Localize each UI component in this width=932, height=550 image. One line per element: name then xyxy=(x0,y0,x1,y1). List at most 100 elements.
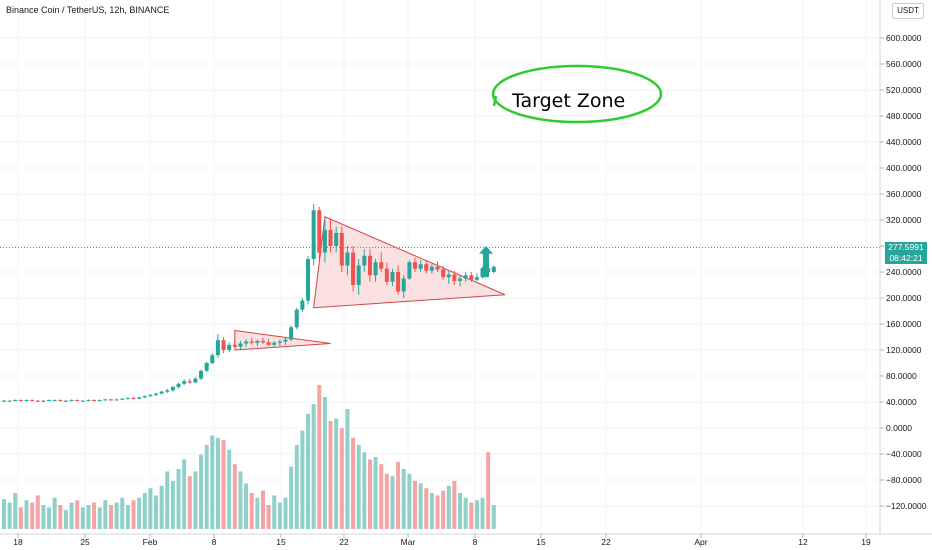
y-tick-label: 200.0000 xyxy=(886,293,922,303)
candle-body xyxy=(480,268,485,278)
candle-body xyxy=(80,400,85,402)
candle-body xyxy=(52,400,57,402)
candle-body xyxy=(41,400,46,402)
candle-body xyxy=(441,269,446,278)
volume-bar xyxy=(86,505,91,529)
volume-bar xyxy=(108,505,113,529)
volume-bar xyxy=(69,502,74,529)
candle-body xyxy=(334,233,339,246)
up-arrow-icon xyxy=(479,246,493,278)
volume-bar xyxy=(176,469,181,529)
volume-bar xyxy=(2,499,6,529)
volume-bar xyxy=(345,409,350,529)
y-tick-label: 560.0000 xyxy=(886,59,922,69)
y-tick-label: 360.0000 xyxy=(886,189,922,199)
x-tick-label: 25 xyxy=(80,537,90,547)
volume-bar xyxy=(148,488,153,529)
x-tick-label: 19 xyxy=(861,537,871,547)
volume-bar xyxy=(24,500,29,529)
volume-bar xyxy=(300,430,305,529)
currency-button[interactable]: USDT xyxy=(892,3,924,19)
candles xyxy=(2,203,496,402)
volume-bar xyxy=(238,471,243,529)
volume-bar xyxy=(424,488,429,529)
volume-bar xyxy=(311,404,316,529)
x-tick-label: Apr xyxy=(694,537,707,547)
target-zone-tail xyxy=(492,95,498,107)
candle-body xyxy=(463,275,468,279)
y-tick-label: 480.0000 xyxy=(886,111,922,121)
candle-body xyxy=(63,400,68,402)
candle-body xyxy=(165,390,170,392)
x-tick-label: Feb xyxy=(143,537,158,547)
volume-bar xyxy=(266,505,271,529)
candle-body xyxy=(328,229,333,246)
volume-bar xyxy=(491,505,496,529)
y-axis-panel xyxy=(880,0,932,550)
candle-body xyxy=(159,391,164,394)
candle-body xyxy=(13,400,18,402)
candle-body xyxy=(108,399,113,401)
volume-bar xyxy=(187,476,192,529)
candle-body xyxy=(272,342,277,345)
x-tick-label: 15 xyxy=(276,537,286,547)
candle-body xyxy=(92,400,97,402)
volume-bar xyxy=(30,502,35,529)
volume-bar xyxy=(452,481,457,529)
x-tick-label: 22 xyxy=(601,537,611,547)
candle-body xyxy=(311,210,316,259)
candle-body xyxy=(7,400,12,402)
candle-body xyxy=(114,399,119,401)
candle-body xyxy=(469,275,474,280)
y-tick-label: 520.0000 xyxy=(886,85,922,95)
candle-body xyxy=(69,400,74,402)
candle-body xyxy=(277,341,282,343)
volume-bar xyxy=(367,459,372,529)
volume-bar xyxy=(283,497,288,529)
volume-bar xyxy=(244,483,249,529)
volume-bar xyxy=(418,483,423,529)
x-tick-label: 15 xyxy=(536,537,546,547)
volume-bar xyxy=(125,505,130,529)
volume-bar xyxy=(75,500,80,529)
candle-body xyxy=(75,400,80,402)
volume-bar xyxy=(334,418,339,529)
candle-body xyxy=(322,229,327,253)
volume-bar xyxy=(193,471,198,529)
candle-body xyxy=(379,262,384,269)
candle-body xyxy=(345,252,350,266)
candle-body xyxy=(210,355,215,363)
candle-body xyxy=(148,394,153,397)
volume-bar xyxy=(52,497,57,529)
volume-bar xyxy=(221,440,226,529)
candle-body xyxy=(283,339,288,342)
volume-bar xyxy=(486,452,491,529)
volume-bar xyxy=(306,413,311,529)
volume-bar xyxy=(58,505,63,529)
volume-bar xyxy=(356,445,361,529)
volume-bars xyxy=(2,385,496,529)
volume-bar xyxy=(249,493,254,529)
small-triangle-pattern xyxy=(234,329,331,351)
volume-bar xyxy=(7,502,12,529)
y-tick-label: 240.0000 xyxy=(886,267,922,277)
candle-body xyxy=(351,252,356,285)
volume-bar xyxy=(379,464,384,529)
volume-bar xyxy=(429,493,434,529)
candle-body xyxy=(249,341,254,343)
candle-body xyxy=(221,340,226,350)
candle-body xyxy=(491,266,496,272)
volume-bar xyxy=(114,502,119,529)
candle-body xyxy=(204,363,209,371)
candle-body xyxy=(373,262,378,276)
candle-body xyxy=(193,378,198,383)
volume-bar xyxy=(289,466,294,529)
volume-bar xyxy=(47,507,52,529)
candle-body xyxy=(227,344,232,350)
volume-bar xyxy=(103,500,108,529)
volume-bar xyxy=(165,471,170,529)
volume-bar xyxy=(170,481,175,529)
y-tick-label: 160.0000 xyxy=(886,319,922,329)
